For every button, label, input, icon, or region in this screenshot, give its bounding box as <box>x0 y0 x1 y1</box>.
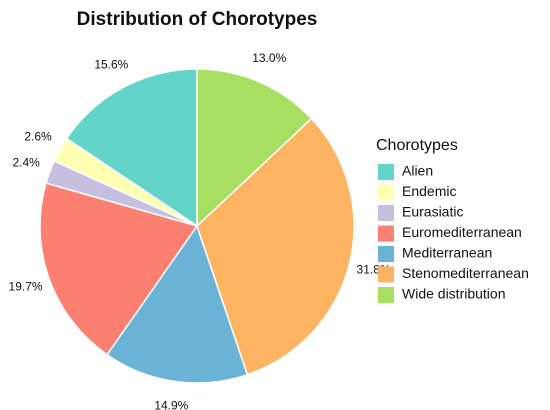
legend-label: Stenomediterranean <box>402 265 529 281</box>
pie-slice <box>65 68 198 228</box>
legend-label: Alien <box>402 163 433 179</box>
legend-swatch <box>378 246 394 262</box>
legend-swatch <box>378 164 394 180</box>
legend-label: Wide distribution <box>402 286 506 302</box>
legend-swatch <box>378 225 394 242</box>
legend-label: Euromediterranean <box>402 224 522 240</box>
chart-title: Distribution of Chorotypes <box>77 9 318 30</box>
value-label: 19.7% <box>9 279 43 293</box>
legend-swatch <box>378 184 394 201</box>
legend-swatch <box>378 287 394 303</box>
legend-label: Mediterranean <box>402 245 492 261</box>
value-label: 2.4% <box>12 155 40 169</box>
legend-swatch <box>378 266 394 283</box>
pie-slice <box>196 68 313 228</box>
legend-title: Chorotypes <box>376 137 458 154</box>
pie-slice <box>39 182 199 356</box>
value-label: 2.6% <box>24 129 52 143</box>
value-label: 14.9% <box>154 398 188 410</box>
legend-swatch <box>378 205 394 221</box>
value-label: 15.6% <box>94 58 128 72</box>
legend-label: Endemic <box>402 183 456 199</box>
pie-slice <box>196 117 355 376</box>
legend-label: Eurasiatic <box>402 204 463 220</box>
pie-slice <box>106 224 249 384</box>
value-label: 13.0% <box>252 51 286 65</box>
